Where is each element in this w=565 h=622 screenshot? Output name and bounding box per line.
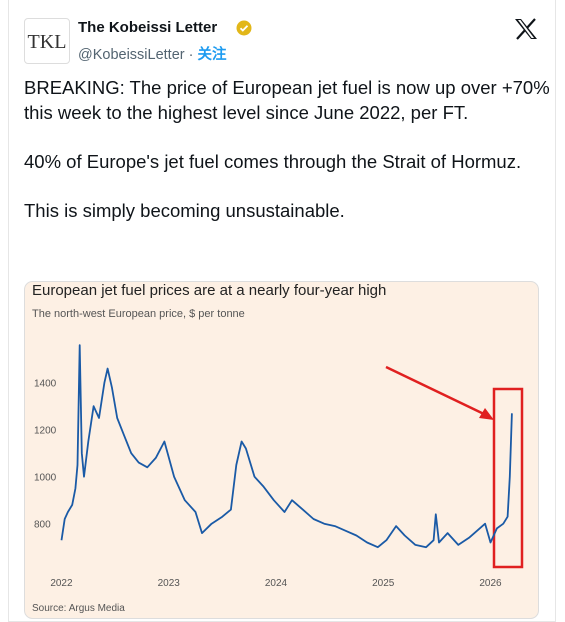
x-tick-label: 2025 (372, 578, 395, 589)
y-tick-label: 1000 (34, 473, 57, 484)
paragraph: This is simply becoming unsustainable. (24, 199, 345, 221)
x-tick-label: 2023 (158, 578, 181, 589)
tweet-text: BREAKING: The price of European jet fuel… (24, 76, 554, 248)
follow-button[interactable]: 关注 (197, 47, 227, 63)
paragraph: BREAKING: The price of European jet fuel… (24, 77, 550, 123)
chart[interactable]: European jet fuel prices are at a nearly… (24, 281, 539, 619)
annotation-arrow (385, 365, 487, 417)
chart-source: Source: Argus Media (32, 603, 125, 614)
handle[interactable]: @KobeissiLetter (78, 47, 185, 63)
separator: · (188, 47, 194, 63)
x-tick-label: 2022 (50, 578, 73, 589)
annotation-box (492, 387, 524, 569)
avatar[interactable]: TKL (24, 18, 70, 64)
author-name[interactable]: The Kobeissi Letter (78, 19, 218, 36)
verified-badge (236, 20, 252, 36)
chart-title: European jet fuel prices are at a nearly… (32, 282, 386, 299)
x-logo[interactable] (514, 18, 538, 40)
annotation-arrowhead (479, 408, 494, 420)
y-tick-label: 1400 (34, 379, 57, 390)
handle-line: @KobeissiLetter · 关注 (78, 43, 227, 64)
x-tick-label: 2026 (479, 578, 502, 589)
paragraph: 40% of Europe's jet fuel comes through t… (24, 150, 522, 172)
chart-subtitle: The north-west European price, $ per ton… (32, 308, 245, 320)
y-tick-label: 1200 (34, 426, 57, 437)
price-line (60, 344, 513, 549)
chart-background (24, 281, 539, 619)
y-tick-label: 800 (34, 520, 51, 531)
x-tick-label: 2024 (265, 578, 288, 589)
